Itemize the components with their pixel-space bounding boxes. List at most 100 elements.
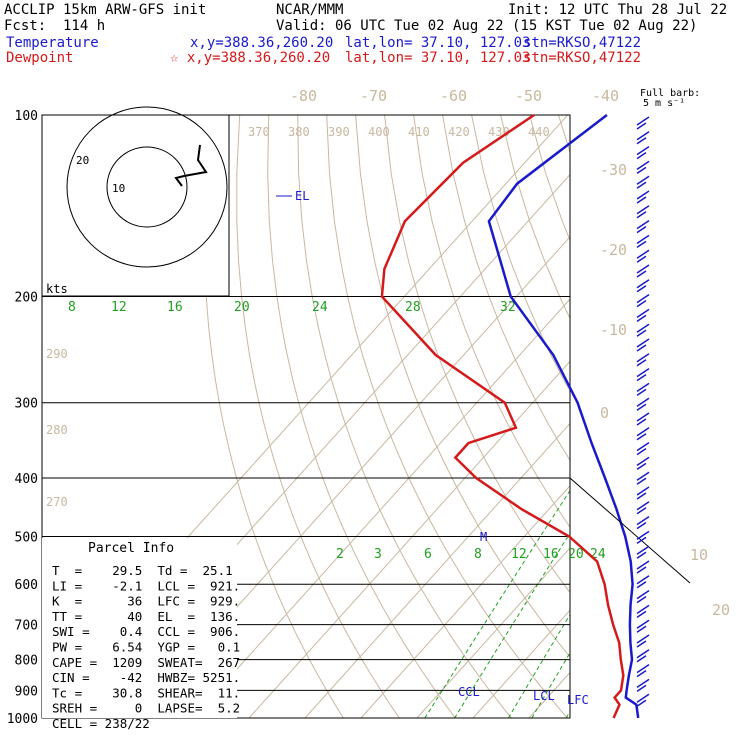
dewpoint-legend: Dewpoint xyxy=(6,50,74,66)
isotherm-line xyxy=(416,547,570,718)
lcl-label: LCL xyxy=(533,689,555,703)
wind-barb xyxy=(636,456,650,471)
theta-tick-label: 430 xyxy=(488,125,510,139)
theta-tick-label: 290 xyxy=(46,347,68,361)
isotherm-tick-label: -50 xyxy=(515,87,542,105)
parcel-info-row: CELL = 238/22 xyxy=(52,716,150,731)
wind-barb xyxy=(636,397,650,411)
parcel-info-row: Tc = 30.8 SHEAR= 11. xyxy=(52,685,240,700)
barb-key-label: Full barb: xyxy=(640,88,700,99)
wind-barb xyxy=(636,249,650,263)
theta-tick-label: 280 xyxy=(46,423,68,437)
wind-barb xyxy=(636,530,650,545)
isotherm-line xyxy=(528,671,570,718)
forecast-hour: Fcst: 114 h xyxy=(4,18,106,34)
isotherm-line xyxy=(192,298,570,718)
mixing-ratio-tick-label: 20 xyxy=(234,300,250,315)
isotherm-tick-label: 0 xyxy=(600,404,609,422)
parcel-info-row: K = 36 LFC = 929. xyxy=(52,594,240,609)
temperature-profile-line xyxy=(487,114,640,719)
valid-time: Valid: 06 UTC Tue 02 Aug 22 (15 KST Tue … xyxy=(276,18,698,34)
dewpoint-xy: ☆ x,y=388.36,260.20 xyxy=(170,50,331,66)
wind-barb xyxy=(636,471,650,485)
parcel-info-row: T = 29.5 Td = 25.1 xyxy=(52,563,233,578)
mixing-ratio-tick-label: 20 xyxy=(568,547,584,562)
dry-adiabat xyxy=(617,115,740,718)
theta-tick-label: 270 xyxy=(46,495,68,509)
pressure-tick-label: 600 xyxy=(15,578,38,593)
theta-tick-label: 440 xyxy=(528,125,550,139)
mixing-ratio-tick-label: 24 xyxy=(312,300,328,315)
theta-tick-label: 370 xyxy=(248,125,270,139)
wind-barb xyxy=(636,545,650,559)
wind-barb xyxy=(636,619,650,633)
mixing-ratio-tick-label: 24 xyxy=(590,547,606,562)
mixing-ratio-line xyxy=(642,297,740,719)
wind-barb xyxy=(636,501,650,515)
mixing-ratio-tick-label: 3 xyxy=(374,547,382,562)
wind-barb xyxy=(636,175,650,189)
hodograph-ring-label: 10 xyxy=(112,182,125,195)
wind-barb xyxy=(636,205,650,219)
wind-barb xyxy=(636,293,650,308)
isotherm-line xyxy=(360,485,570,718)
theta-tick-label: 380 xyxy=(288,125,310,139)
temperature-station: stn=RKSO,47122 xyxy=(523,35,642,51)
pressure-tick-label: 100 xyxy=(15,109,38,124)
wind-barb xyxy=(636,589,650,604)
isotherm-tick-label: -80 xyxy=(290,87,317,105)
wind-barb xyxy=(636,323,650,337)
dry-adiabat xyxy=(355,115,570,658)
mixed-layer-label: M xyxy=(480,530,487,544)
temperature-xy: x,y=388.36,260.20 xyxy=(190,35,334,51)
isotherm-line xyxy=(472,609,570,718)
dry-adiabat xyxy=(733,115,740,718)
hodograph-ring-inner xyxy=(106,146,188,228)
pressure-tick-label: 800 xyxy=(15,654,38,669)
mixing-ratio-line xyxy=(565,710,570,718)
isotherm-line xyxy=(697,115,740,718)
dry-adiabat xyxy=(500,115,570,320)
pressure-tick-label: 200 xyxy=(15,291,38,306)
init-time: Init: 12 UTC Thu 28 Jul 22 xyxy=(508,2,728,18)
dry-adiabat xyxy=(675,115,740,718)
dry-adiabat xyxy=(413,115,570,528)
isotherm-tick-label: -20 xyxy=(600,241,627,259)
parcel-info-row: CIN = -42 HWBZ= 5251. xyxy=(52,670,240,685)
wind-barb xyxy=(636,145,650,160)
isotherm-line xyxy=(304,422,570,718)
dry-adiabat xyxy=(267,115,456,718)
theta-tick-label: 420 xyxy=(448,125,470,139)
temperature-latlon: lat,lon= 37.10, 127.03 xyxy=(345,35,531,51)
parcel-info-row: LI = -2.1 LCL = 921. xyxy=(52,578,240,593)
barb-key-units: 5 m s⁻¹ xyxy=(643,98,685,109)
pressure-tick-label: 400 xyxy=(15,472,38,487)
wind-barb xyxy=(636,234,650,249)
wind-barb xyxy=(636,678,650,693)
wind-barb xyxy=(636,367,650,382)
isotherm-tick-label: 20 xyxy=(712,601,730,619)
mixing-ratio-tick-label: 28 xyxy=(405,300,421,315)
wind-barb xyxy=(636,382,650,397)
wind-barb xyxy=(636,131,650,145)
pressure-tick-label: 500 xyxy=(15,530,38,545)
mixing-ratio-tick-label: 16 xyxy=(543,547,559,562)
dry-adiabat xyxy=(704,115,740,718)
org-label: NCAR/MMM xyxy=(276,2,344,18)
parcel-info-row: SWI = 0.4 CCL = 906. xyxy=(52,624,240,639)
mixing-ratio-tick-label: 2 xyxy=(336,547,344,562)
isotherm-line xyxy=(248,360,570,718)
plot-frame xyxy=(41,114,571,719)
isotherm-tick-label: 10 xyxy=(690,546,708,564)
dry-adiabat xyxy=(203,115,344,718)
hodograph-ring-outer xyxy=(66,106,228,268)
el-label: EL xyxy=(295,189,309,203)
dry-adiabat xyxy=(646,115,740,718)
dewpoint-latlon: lat,lon= 37.10, 127.03 xyxy=(345,50,531,66)
isotherm-tick-label: -60 xyxy=(440,87,467,105)
pressure-tick-label: 1000 xyxy=(7,712,38,727)
parcel-info-row: SREH = 0 LAPSE= 5.2 xyxy=(52,701,240,716)
dry-adiabat xyxy=(236,115,400,718)
wind-barb xyxy=(636,338,650,352)
wind-barb xyxy=(636,264,650,278)
